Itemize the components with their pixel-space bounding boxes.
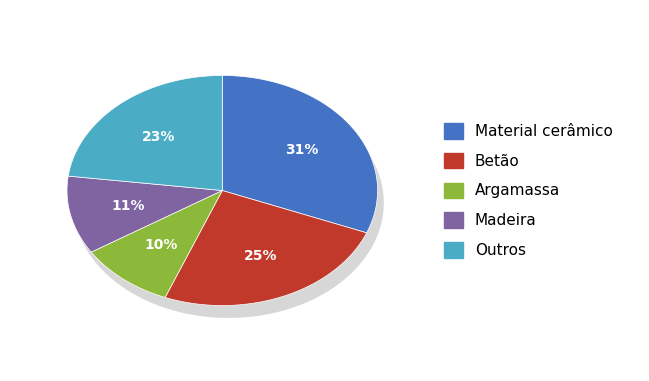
- Polygon shape: [67, 176, 223, 252]
- Polygon shape: [171, 203, 373, 318]
- Text: 25%: 25%: [244, 249, 277, 263]
- Polygon shape: [228, 88, 384, 245]
- Text: 31%: 31%: [285, 143, 319, 157]
- Polygon shape: [68, 75, 223, 190]
- Text: 11%: 11%: [112, 199, 145, 213]
- Text: 10%: 10%: [144, 239, 178, 253]
- Polygon shape: [223, 75, 378, 233]
- Polygon shape: [165, 190, 367, 306]
- Polygon shape: [73, 189, 228, 264]
- Polygon shape: [75, 88, 228, 203]
- Polygon shape: [97, 203, 228, 310]
- Polygon shape: [91, 190, 223, 298]
- Legend: Material cerâmico, Betão, Argamassa, Madeira, Outros: Material cerâmico, Betão, Argamassa, Mad…: [438, 117, 619, 264]
- Text: 23%: 23%: [142, 130, 175, 144]
